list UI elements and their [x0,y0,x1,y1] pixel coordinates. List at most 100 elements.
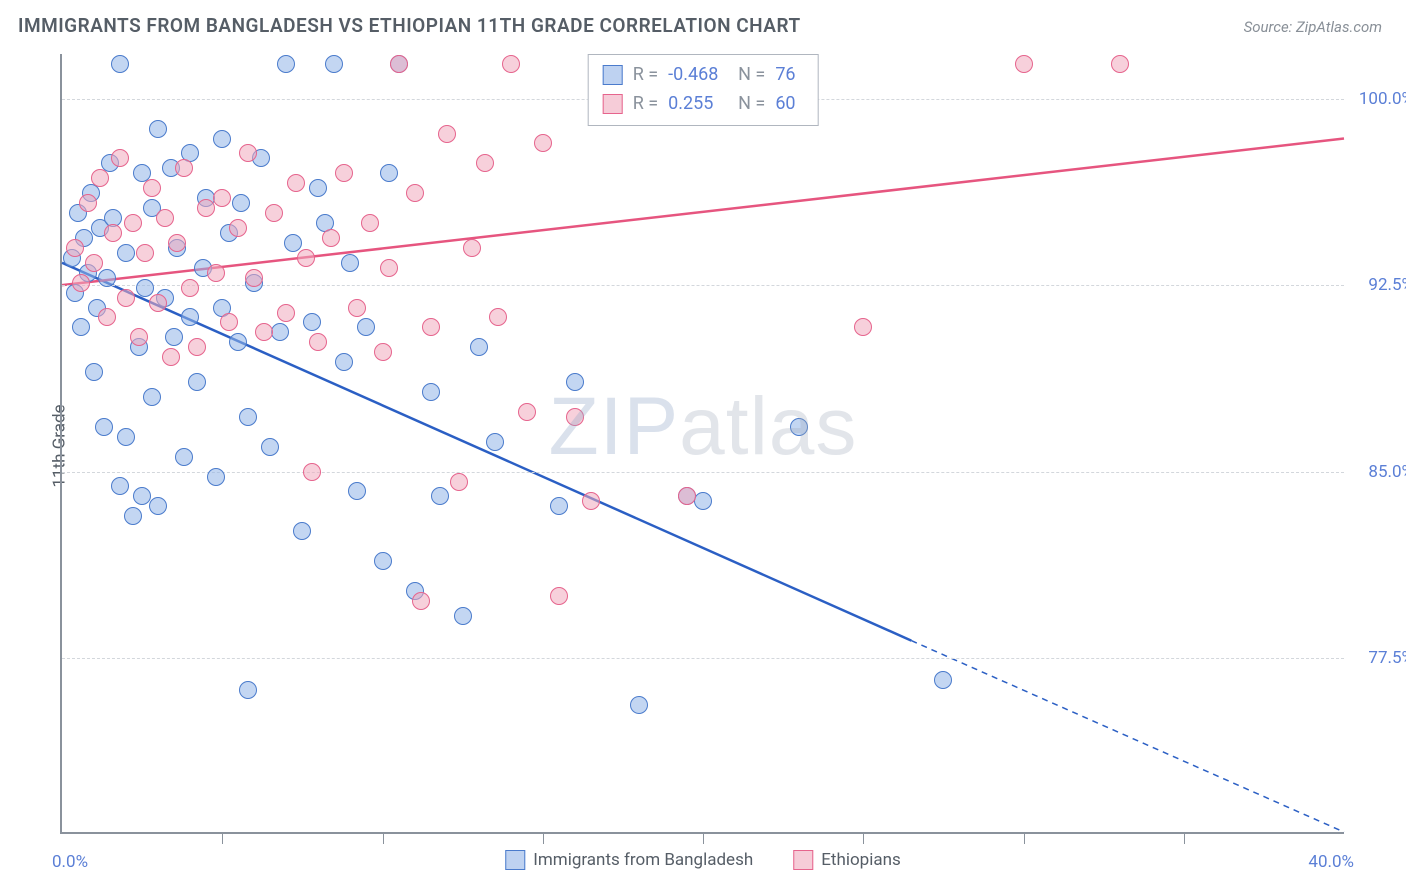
scatter-point [412,592,430,610]
scatter-point [255,323,273,341]
scatter-point [476,154,494,172]
scatter-point [156,209,174,227]
scatter-point [98,269,116,287]
y-tick-label: 92.5% [1354,275,1406,295]
x-tick [1024,832,1025,844]
legend-row: R = 0.255 N = 60 [603,90,804,119]
scatter-point [284,234,302,252]
legend-item: Ethiopians [793,850,901,870]
scatter-point [489,308,507,326]
scatter-point [431,487,449,505]
n-value-blue: 76 [775,61,803,90]
scatter-point [518,403,536,421]
scatter-point [66,239,84,257]
source-label: Source: [1244,18,1293,36]
scatter-point [111,149,129,167]
scatter-point [303,463,321,481]
scatter-point [162,348,180,366]
scatter-point [277,304,295,322]
legend-label-blue: Immigrants from Bangladesh [533,850,753,870]
source-attribution: Source: ZipAtlas.com [1244,18,1382,36]
scatter-point [239,408,257,426]
scatter-point [486,433,504,451]
scatter-point [232,194,250,212]
scatter-point [694,492,712,510]
scatter-point [374,552,392,570]
r-value-blue: -0.468 [668,61,728,90]
scatter-point [348,299,366,317]
scatter-point [111,477,129,495]
n-label: N = [738,90,765,119]
scatter-point [175,159,193,177]
gridline-h [62,658,1344,659]
chart-title: IMMIGRANTS FROM BANGLADESH VS ETHIOPIAN … [18,14,801,37]
scatter-point [188,373,206,391]
scatter-point [207,468,225,486]
scatter-point [380,164,398,182]
scatter-point [265,204,283,222]
scatter-point [181,279,199,297]
scatter-point [297,249,315,267]
legend-item: Immigrants from Bangladesh [505,850,753,870]
x-tick [222,832,223,844]
n-value-pink: 60 [775,90,803,119]
gridline-h [62,472,1344,473]
legend-label-pink: Ethiopians [821,850,901,870]
scatter-point [335,164,353,182]
scatter-point [361,214,379,232]
scatter-point [463,239,481,257]
r-label: R = [633,61,658,90]
x-tick [383,832,384,844]
scatter-point [303,313,321,331]
scatter-point [124,214,142,232]
scatter-point [117,428,135,446]
scatter-point [229,333,247,351]
scatter-point [98,308,116,326]
n-label: N = [738,61,765,90]
scatter-point [1111,55,1129,73]
scatter-point [582,492,600,510]
scatter-point [854,318,872,336]
scatter-point [454,607,472,625]
scatter-point [143,179,161,197]
scatter-point [293,522,311,540]
scatter-point [550,497,568,515]
scatter-point [72,274,90,292]
scatter-point [438,125,456,143]
x-tick [703,832,704,844]
r-label: R = [633,90,658,119]
scatter-point [357,318,375,336]
scatter-point [630,696,648,714]
scatter-point [149,294,167,312]
scatter-point [322,229,340,247]
scatter-point [149,120,167,138]
trend-lines-svg [62,54,1344,832]
scatter-point [239,681,257,699]
x-tick [543,832,544,844]
scatter-point [261,438,279,456]
scatter-point [175,448,193,466]
scatter-point [197,199,215,217]
scatter-point [422,383,440,401]
scatter-point [85,254,103,272]
scatter-point [566,408,584,426]
y-tick-label: 77.5% [1354,648,1406,668]
scatter-point [678,487,696,505]
scatter-point [1015,55,1033,73]
x-tick [1184,832,1185,844]
swatch-pink-icon [793,850,813,870]
scatter-point [470,338,488,356]
scatter-point [85,363,103,381]
scatter-point [450,473,468,491]
scatter-point [550,587,568,605]
x-tick [863,832,864,844]
scatter-point [245,269,263,287]
scatter-point [374,343,392,361]
scatter-point [271,323,289,341]
plot-area: ZIPatlas R = -0.468 N = 76 R = 0.255 N =… [60,54,1344,834]
scatter-point [133,487,151,505]
scatter-point [72,318,90,336]
y-tick-label: 85.0% [1354,462,1406,482]
swatch-blue-icon [505,850,525,870]
scatter-point [287,174,305,192]
